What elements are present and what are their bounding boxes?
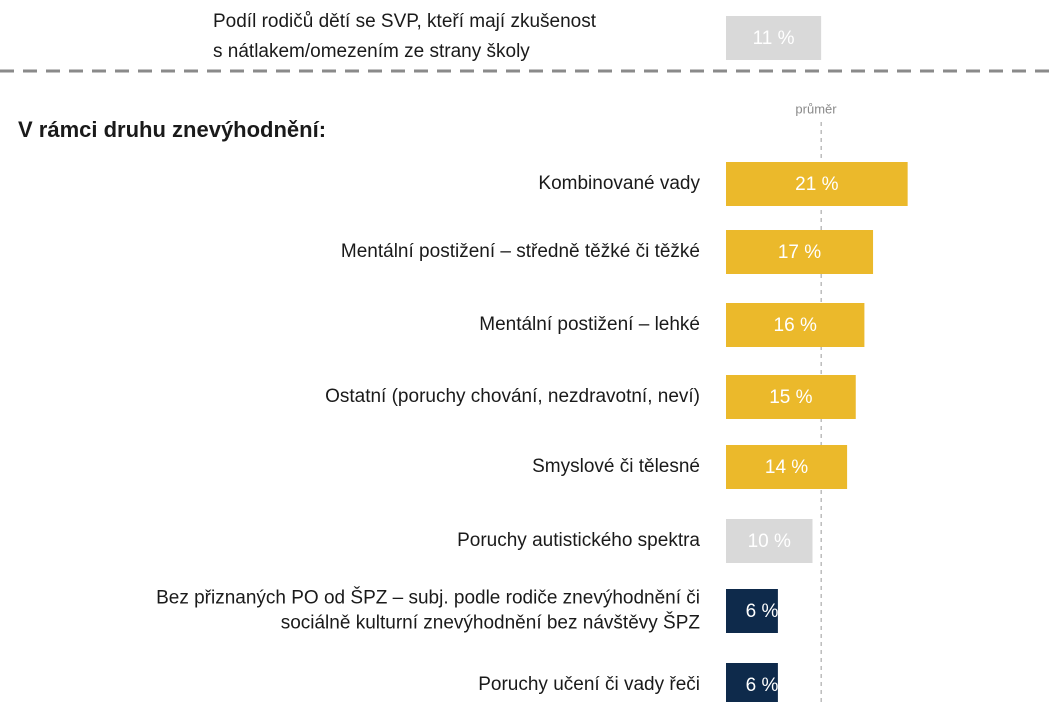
category-label: sociálně kulturní znevýhodnění bez návšt… [281,612,701,634]
value-label: 21 % [795,174,838,195]
summary-label: s nátlakem/omezením ze strany školy [213,41,530,62]
bar [726,519,813,563]
category-label: Poruchy autistického spektra [457,530,700,551]
category-label: Mentální postižení – středně těžké či tě… [341,241,700,262]
value-label: 14 % [765,457,808,478]
bar [726,162,908,206]
value-label: 17 % [778,242,821,263]
value-label: 16 % [774,315,817,336]
value-label: 6 % [746,601,779,622]
category-label: Smyslové či tělesné [532,456,700,477]
category-label: Mentální postižení – lehké [479,314,700,335]
value-label: 15 % [769,387,812,408]
bar [726,375,856,419]
value-label: 10 % [748,531,791,552]
category-label: Ostatní (poruchy chování, nezdravotní, n… [325,386,700,407]
bar [726,445,848,489]
category-label: Kombinované vady [538,173,700,194]
bar [726,303,865,347]
category-label: Bez přiznaných PO od ŠPZ – subj. podle r… [156,587,700,609]
value-label: 11 % [753,28,795,49]
subtitle: V rámci druhu znevýhodnění: [18,117,326,142]
category-label: Poruchy učení či vady řeči [478,674,700,695]
bar [726,230,874,274]
bar [726,16,822,60]
average-label: průměr [795,101,837,116]
value-label: 6 % [746,675,779,696]
bar [726,663,778,702]
summary-label: Podíl rodičů dětí se SVP, kteří mají zku… [213,11,597,32]
bar [726,589,778,633]
